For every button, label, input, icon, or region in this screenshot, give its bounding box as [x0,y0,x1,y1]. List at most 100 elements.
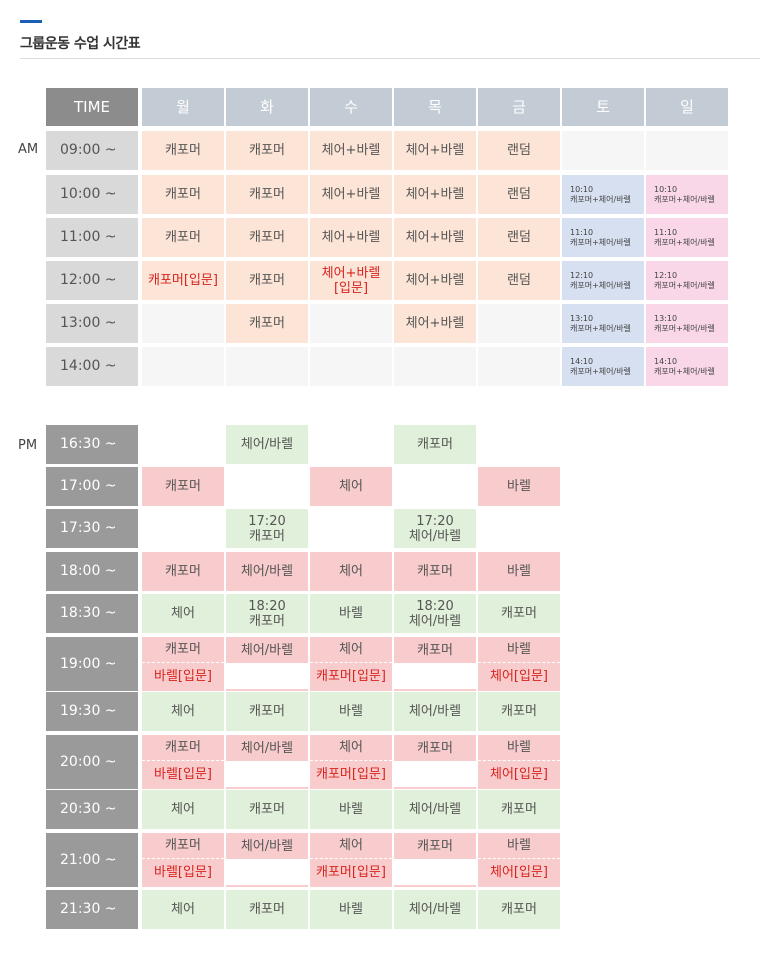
class-cell-bottom [226,663,308,689]
class-label: 체어 [171,606,195,621]
class-label: 체어 [339,564,363,579]
class-label-sub: 캐포머+체어/바렐 [570,194,631,204]
class-label: 체어/바렐 [408,704,462,719]
class-label: 캐포머 [501,902,537,917]
class-cell: 캐포머 [142,467,224,506]
class-label-sub: 캐포머 [249,613,285,629]
intro-class-label: 체어[입문] [490,864,548,880]
class-cell: 바렐 체어[입문] [478,833,560,887]
class-cell: 바렐 [478,552,560,591]
class-label-sub: 체어/바렐 [408,528,462,544]
class-label: 12:10 [654,270,678,280]
time-slot-label: 21:00 ~ [60,851,117,868]
class-label: 체어/바렐 [408,902,462,917]
class-cell: 11:10 캐포머+체어/바렐 [646,218,728,257]
class-cell-top: 캐포머 [142,735,224,761]
class-cell-top: 체어 [310,735,392,761]
class-cell: 캐포머 [394,425,476,464]
class-cell: 체어/바렐 [226,552,308,591]
class-cell [562,131,644,170]
class-label: 10:10 [570,184,594,194]
class-label: 캐포머 [165,642,201,657]
class-label: 체어 [339,740,363,755]
class-label: 바렐 [507,740,531,755]
class-cell-top: 체어/바렐 [226,735,308,761]
class-cell: 10:10 캐포머+체어/바렐 [646,175,728,214]
time-slot: 17:00 ~ [46,467,138,506]
class-label: 캐포머 [501,606,537,621]
class-cell: 12:10 캐포머+체어/바렐 [562,261,644,300]
time-slot: 10:00 ~ [46,175,138,214]
class-cell: 캐포머 [478,594,560,633]
class-label: 캐포머 [165,479,201,494]
class-label: 캐포머 [501,704,537,719]
class-label: 랜덤 [507,230,531,245]
time-slot-label: 19:30 ~ [60,703,117,719]
am-label: AM [18,142,39,157]
header-day-label: 월 [176,97,190,116]
class-cell-top: 바렐 [478,735,560,761]
class-label: 캐포머 [249,143,285,158]
class-cell: 랜덤 [478,131,560,170]
class-label: 체어/바렐 [240,564,294,579]
class-label: 바렐 [339,704,363,719]
class-label-sub: 캐포머+체어/바렐 [570,366,631,376]
class-label: 체어+바렐 [405,230,465,245]
class-cell-bottom: 캐포머[입문] [310,761,392,787]
class-label: 캐포머 [165,564,201,579]
class-cell: 캐포머 [226,692,308,731]
header-time: TIME [46,88,138,126]
class-cell: 캐포머 [478,790,560,829]
class-cell: 18:20 체어/바렐 [394,594,476,633]
class-label: 체어/바렐 [240,642,294,658]
header-day: 수 [310,88,392,126]
time-slot-label: 21:30 ~ [60,901,117,917]
class-label-sub: 캐포머+체어/바렐 [654,323,715,333]
class-cell: 바렐 [310,594,392,633]
time-slot: 17:30 ~ [46,509,138,548]
class-label: 캐포머 [249,187,285,202]
class-cell: 캐포머[입문] [142,261,224,300]
intro-class-label: 캐포머[입문] [316,668,386,684]
header-time-label: TIME [73,97,110,116]
class-cell: 13:10 캐포머+체어/바렐 [646,304,728,343]
class-cell: 캐포머 [226,790,308,829]
class-label: 캐포머 [165,143,201,158]
class-cell: 캐포머 [142,218,224,257]
class-cell-top: 캐포머 [394,735,476,761]
header-day-label: 일 [680,97,694,116]
class-label: 14:10 [570,356,594,366]
class-cell: 캐포머 [226,131,308,170]
time-slot: 11:00 ~ [46,218,138,257]
time-slot-label: 20:00 ~ [60,753,117,770]
header-day: 토 [562,88,644,126]
class-label-sub: 체어/바렐 [408,613,462,629]
class-cell: 체어/바렐 [226,637,308,691]
title-accent-bar [20,20,42,23]
intro-class-label: 바렐[입문] [154,864,212,880]
class-cell-top: 체어 [310,637,392,663]
class-cell: 캐포머 [142,131,224,170]
class-label: 캐포머 [501,802,537,817]
time-slot: 09:00 ~ [46,131,138,170]
class-label: 캐포머 [249,902,285,917]
class-cell: 캐포머 [226,175,308,214]
class-cell-bottom [394,859,476,885]
class-label: 캐포머 [249,273,285,288]
class-cell: 캐포머 [226,218,308,257]
class-cell [394,347,476,386]
class-cell-bottom: 체어[입문] [478,761,560,787]
class-label: 랜덤 [507,187,531,202]
class-cell [310,304,392,343]
header-day-label: 화 [260,97,274,116]
class-label: 캐포머 [249,704,285,719]
time-slot-label: 09:00 ~ [60,142,117,158]
class-cell: 12:10 캐포머+체어/바렐 [646,261,728,300]
class-label: 랜덤 [507,273,531,288]
class-cell: 체어+바렐 [394,304,476,343]
class-label: 체어+바렐 [321,230,381,245]
class-cell-bottom: 바렐[입문] [142,761,224,787]
